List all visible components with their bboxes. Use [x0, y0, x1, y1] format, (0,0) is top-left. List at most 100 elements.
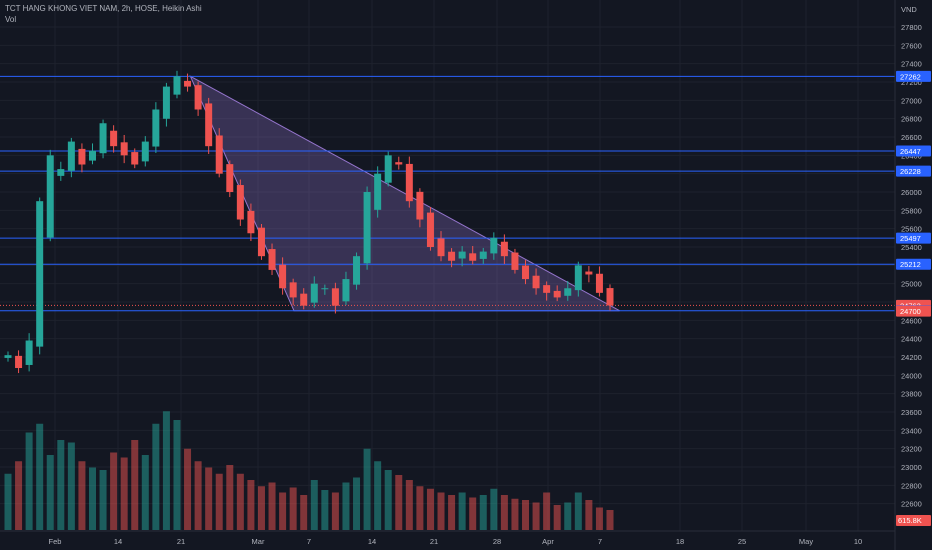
- candle-body: [78, 148, 86, 165]
- volume-bar: [4, 473, 12, 530]
- time-tick-label: Mar: [252, 537, 265, 546]
- currency-label: VND: [901, 5, 917, 14]
- price-tick-label: 23400: [901, 426, 922, 435]
- time-tick-label: 25: [738, 537, 746, 546]
- candle-body: [173, 76, 181, 95]
- time-tick-label: 21: [430, 537, 438, 546]
- candle-body: [184, 80, 192, 87]
- time-tick-label: 7: [307, 537, 311, 546]
- price-tick-label: 26600: [901, 133, 922, 142]
- candle-body: [511, 252, 519, 270]
- volume-bar: [469, 497, 477, 530]
- candle-body: [479, 251, 487, 259]
- price-tag-label: 25212: [900, 260, 921, 269]
- candle-body: [131, 152, 139, 165]
- candle-body: [4, 355, 12, 358]
- horizontal-levels: [0, 75, 895, 312]
- candle-body: [490, 237, 498, 254]
- volume-bars: [4, 411, 614, 530]
- volume-bar: [458, 492, 466, 530]
- price-axis[interactable]: VND 22600 22800 23000 23200 23400 23600 23800 24…: [894, 0, 932, 550]
- chart-title: TCT HANG KHONG VIET NAM, 2h, HOSE, Heiki…: [5, 4, 202, 13]
- volume-bar: [490, 488, 498, 530]
- volume-bar: [57, 440, 65, 530]
- triangle-fill: [189, 75, 620, 312]
- price-tick-label: 24200: [901, 353, 922, 362]
- price-tick-label: 23800: [901, 390, 922, 399]
- candle-body: [226, 164, 234, 193]
- candle-body: [268, 249, 276, 270]
- candle-body: [437, 238, 445, 257]
- candle-body: [532, 275, 540, 289]
- candle-body: [331, 288, 339, 306]
- price-tag: [896, 70, 931, 82]
- price-tick-label: 23600: [901, 408, 922, 417]
- time-tick-label: 21: [177, 537, 185, 546]
- volume-bar: [184, 448, 192, 530]
- candle-body: [384, 155, 392, 183]
- candle-body: [25, 340, 33, 365]
- candle-body: [289, 282, 297, 298]
- volume-bar: [426, 488, 434, 530]
- volume-bar: [416, 486, 424, 530]
- candle-body: [236, 185, 244, 220]
- candle-body: [416, 191, 424, 220]
- price-tick-label: 27600: [901, 41, 922, 50]
- price-tick-label: 25600: [901, 225, 922, 234]
- volume-bar: [564, 502, 572, 530]
- price-tick-label: 24400: [901, 335, 922, 344]
- time-tick-label: Feb: [49, 537, 62, 546]
- time-tick-label: 14: [368, 537, 376, 546]
- price-tick-label: 24000: [901, 371, 922, 380]
- candle-body: [363, 192, 371, 264]
- triangle-pattern: [189, 75, 620, 312]
- volume-bar: [247, 480, 255, 530]
- volume-bar: [543, 492, 551, 530]
- volume-bar: [141, 455, 149, 530]
- candle-body: [321, 288, 329, 290]
- time-tick-label: 18: [676, 537, 684, 546]
- volume-bar: [25, 432, 33, 530]
- candle-body: [279, 264, 287, 289]
- time-tick-label: 28: [493, 537, 501, 546]
- candle-body: [67, 141, 75, 171]
- volume-bar: [289, 487, 297, 530]
- volume-bar: [500, 495, 508, 530]
- price-tag: [896, 258, 931, 270]
- candle-body: [543, 285, 551, 293]
- candle-body: [120, 142, 128, 156]
- volume-bar: [78, 461, 86, 530]
- price-tick-label: 25400: [901, 243, 922, 252]
- candle-body: [342, 279, 350, 302]
- candle-body: [585, 271, 593, 275]
- volume-bar: [479, 495, 487, 530]
- volume-bar: [279, 492, 287, 530]
- candle-body: [46, 155, 54, 238]
- candle-body: [426, 212, 434, 248]
- volume-bar: [131, 440, 139, 530]
- candles: [4, 70, 614, 374]
- price-axis-background: [895, 0, 932, 550]
- candle-body: [469, 253, 477, 261]
- time-tick-label: 10: [854, 537, 862, 546]
- volume-bar: [331, 492, 339, 530]
- volume-bar: [152, 423, 160, 530]
- time-axis[interactable]: Feb 14 21 Mar 7 14 21 28 Apr 7 18 25 May 10: [0, 530, 895, 546]
- volume-bar: [532, 502, 540, 530]
- time-tick-label: Apr: [542, 537, 554, 546]
- price-tag-label: 25497: [900, 234, 921, 243]
- candle-body: [500, 241, 508, 257]
- candle-body: [310, 283, 318, 303]
- volume-bar: [268, 482, 276, 530]
- volume-bar: [300, 495, 308, 530]
- price-tick-label: 27200: [901, 78, 922, 87]
- candle-body: [574, 265, 582, 291]
- price-tag: [896, 232, 931, 244]
- volume-bar: [595, 507, 603, 530]
- price-tick-label: 23000: [901, 463, 922, 472]
- volume-bar: [574, 492, 582, 530]
- volume-bar: [46, 455, 54, 530]
- candle-body: [15, 355, 23, 369]
- candle-body: [522, 265, 530, 280]
